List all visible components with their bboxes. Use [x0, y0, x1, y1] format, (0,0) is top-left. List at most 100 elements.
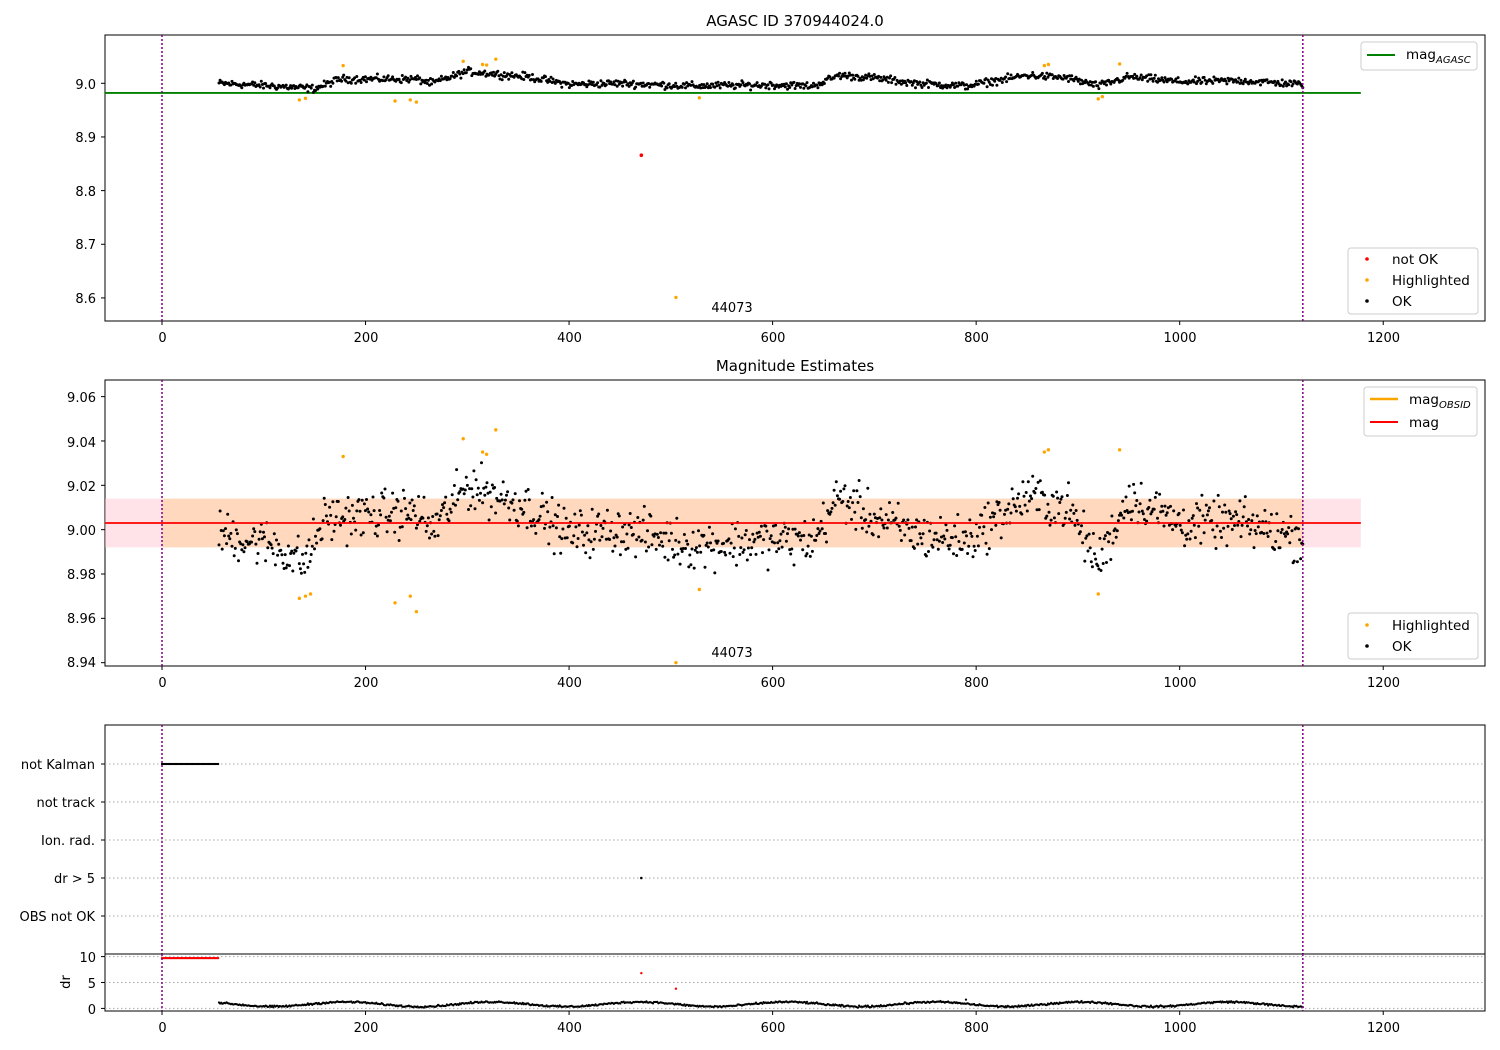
data-point-ok [509, 74, 513, 78]
data-point-ok [1070, 74, 1074, 78]
data-point-ok [660, 540, 664, 544]
data-point-highlighted [494, 57, 498, 61]
data-point-ok [1107, 540, 1111, 544]
data-point-ok [912, 546, 916, 550]
data-point-ok [554, 526, 558, 530]
data-point-ok [401, 488, 405, 492]
data-point-ok [276, 553, 280, 557]
data-point-ok [843, 71, 847, 75]
data-point-ok [999, 536, 1003, 540]
data-point-ok [449, 510, 453, 514]
data-point-ok [579, 513, 583, 517]
data-point-ok [711, 82, 715, 86]
data-point-ok [598, 538, 602, 542]
data-point-ok [1151, 79, 1155, 83]
data-point-ok [834, 480, 838, 484]
data-point-ok [786, 532, 789, 536]
data-point-ok [1029, 494, 1032, 498]
data-point-ok [718, 86, 722, 90]
data-point-ok [617, 514, 621, 518]
data-point-ok [355, 509, 359, 513]
data-point-ok [560, 537, 564, 541]
data-point-ok [1160, 76, 1164, 80]
data-point-ok [575, 545, 579, 549]
data-point-ok [1111, 541, 1115, 545]
data-point-ok [343, 518, 347, 521]
data-point-ok [310, 83, 314, 87]
data-point-ok [438, 79, 442, 83]
panel-dr: dr 0 5 10 0 200 400 600 800 1000 1200 [59, 951, 1486, 1036]
data-point-ok [250, 540, 253, 544]
data-point-ok [879, 75, 883, 79]
data-point-ok [1170, 77, 1174, 81]
data-point-ok [1156, 80, 1159, 84]
data-point-ok [817, 532, 821, 535]
data-point-ok [915, 518, 919, 522]
data-point-ok [1186, 82, 1190, 86]
data-point-ok [328, 505, 332, 509]
data-point-ok [1247, 82, 1251, 86]
data-point-highlighted [1096, 592, 1100, 596]
data-point-ok [665, 86, 669, 90]
data-point-ok [410, 498, 414, 502]
data-point-ok [1045, 514, 1049, 518]
data-point-ok [456, 498, 460, 502]
data-point-ok [273, 563, 277, 567]
data-point-ok [464, 475, 468, 479]
data-point-ok [242, 550, 246, 554]
data-point-ok [587, 538, 591, 542]
data-point-ok [727, 81, 731, 84]
data-point-ok [235, 532, 239, 536]
data-point-ok [769, 81, 773, 85]
x-tick-label: 1000 [1163, 1021, 1196, 1036]
data-point-ok [888, 501, 891, 505]
data-point-ok [471, 495, 475, 499]
data-point-ok [952, 83, 955, 87]
data-point-ok [1009, 511, 1013, 515]
legend-marker-highlighted [1365, 278, 1369, 282]
data-point-ok [290, 549, 294, 553]
data-point-ok [865, 76, 869, 80]
data-point-ok [1263, 508, 1267, 512]
data-point-ok [523, 71, 527, 75]
data-point-ok [450, 493, 454, 497]
data-point-ok [1282, 532, 1286, 536]
flag-row-label: dr > 5 [54, 872, 95, 887]
data-point-ok [843, 484, 847, 488]
data-point-ok [464, 71, 468, 75]
data-point-ok [861, 507, 865, 511]
data-point-ok [1139, 481, 1143, 485]
data-point-ok [1109, 82, 1113, 86]
data-point-ok [699, 550, 703, 554]
data-point-ok [871, 533, 875, 537]
data-point-ok [1224, 510, 1228, 514]
data-point-ok [845, 504, 849, 508]
data-point-ok [1214, 547, 1218, 550]
data-point-ok [305, 83, 309, 87]
data-point-ok [442, 506, 446, 510]
data-point-ok [462, 492, 466, 496]
data-point-ok [520, 507, 524, 511]
data-point-ok [666, 558, 670, 562]
data-point-ok [493, 486, 497, 489]
data-point-ok [783, 525, 787, 529]
data-point-ok [881, 523, 885, 527]
data-point-ok [1020, 512, 1024, 516]
data-point-ok [1037, 508, 1041, 512]
data-point-ok [851, 73, 855, 77]
data-point-ok [1197, 524, 1201, 528]
data-point-ok [426, 78, 430, 82]
y-tick-label: 8.7 [75, 238, 96, 253]
data-point-highlighted [480, 62, 485, 67]
data-point-ok [867, 524, 871, 528]
flag-row-label: OBS not OK [20, 910, 96, 925]
data-point-ok [1043, 493, 1047, 497]
data-point-ok [742, 548, 746, 552]
data-point-ok [675, 516, 679, 520]
data-point-ok [939, 515, 942, 519]
data-point-ok [390, 510, 393, 514]
data-point-ok [613, 83, 617, 87]
data-point-ok [965, 534, 968, 538]
data-point-ok [1239, 78, 1243, 82]
data-point-ok [283, 553, 287, 557]
